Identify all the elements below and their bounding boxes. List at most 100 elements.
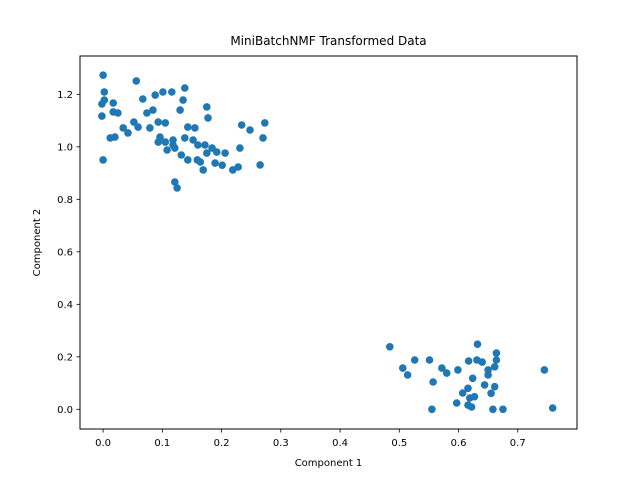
data-point [213,148,221,156]
x-tick-label: 0.5 [391,438,407,449]
x-tick-label: 0.0 [95,438,111,449]
x-axis-ticks: 0.0 0.1 0.2 0.3 0.4 0.5 0.6 0.7 [95,429,526,449]
data-point [161,138,170,146]
data-point [211,159,219,167]
data-point [176,106,184,114]
x-tick-label: 0.4 [332,438,348,449]
data-point [154,138,162,146]
data-point [134,123,142,131]
data-point [119,124,127,132]
data-point [490,382,499,391]
data-point [218,161,226,169]
data-point [109,99,117,107]
data-point [199,166,207,174]
chart-title: MiniBatchNMF Transformed Data [230,34,426,48]
data-point [261,119,269,127]
data-point [143,109,151,117]
data-point [484,371,492,379]
data-point [203,103,211,111]
data-point [161,119,170,127]
data-point [386,343,394,351]
y-tick-label: 0.4 [57,300,73,311]
data-point [499,405,507,414]
data-point [173,184,181,192]
y-tick-label: 0.6 [57,247,73,258]
y-axis-ticks: 0.0 0.2 0.4 0.6 0.8 1.0 1.2 [57,90,80,416]
data-point [410,356,419,364]
data-point [454,366,462,374]
y-tick-label: 0.0 [57,405,73,416]
data-point [98,112,106,120]
x-axis-label: Component 1 [295,458,363,469]
y-tick-label: 0.8 [57,195,73,206]
x-tick-label: 0.6 [451,438,467,449]
y-tick-label: 1.0 [57,142,73,153]
data-point [132,77,141,85]
data-point [237,121,246,129]
data-point [98,100,106,108]
x-tick-label: 0.7 [510,438,526,449]
data-points [98,71,557,414]
data-point [452,399,461,407]
data-point [99,71,107,79]
data-point [203,149,211,157]
data-point [489,405,497,414]
data-point [139,95,147,103]
x-tick-label: 0.2 [214,438,230,449]
data-point [428,405,436,414]
data-point [473,340,482,349]
data-point [442,369,451,377]
data-point [234,163,242,171]
data-point [201,141,209,149]
data-point [168,88,176,96]
y-tick-label: 0.2 [57,352,73,363]
data-point [480,381,489,389]
data-point [189,136,197,144]
data-point [169,141,177,149]
data-point [154,118,162,126]
data-point [540,366,549,374]
data-point [191,124,199,132]
data-point [246,126,254,134]
data-point [403,371,412,379]
data-point [151,91,159,99]
data-point [478,358,487,366]
data-point [163,146,171,154]
data-point [124,129,132,137]
data-point [464,401,472,409]
x-tick-label: 0.1 [154,438,170,449]
data-point [470,392,479,401]
data-point [490,363,499,371]
data-point [114,109,122,117]
data-point [429,378,437,386]
data-point [458,389,467,397]
data-point [425,356,434,364]
data-point [146,124,154,132]
data-point [171,178,179,186]
data-point [194,141,202,149]
data-point [100,88,109,96]
data-point [181,84,189,92]
data-point [184,123,192,131]
data-point [149,106,157,114]
data-point [438,364,446,372]
data-point [487,389,495,398]
data-point [204,114,212,122]
data-point [236,144,244,152]
y-axis-label: Component 2 [32,209,43,277]
data-point [177,151,186,159]
data-point [468,374,477,383]
data-point [184,156,192,164]
data-point [179,96,187,104]
y-tick-label: 1.2 [57,90,73,101]
data-point [99,156,107,164]
data-point [399,364,407,372]
data-point [256,161,264,169]
data-point [259,134,267,142]
data-point [159,88,167,96]
data-point [196,158,205,166]
x-tick-label: 0.3 [273,438,289,449]
data-point [221,149,229,157]
